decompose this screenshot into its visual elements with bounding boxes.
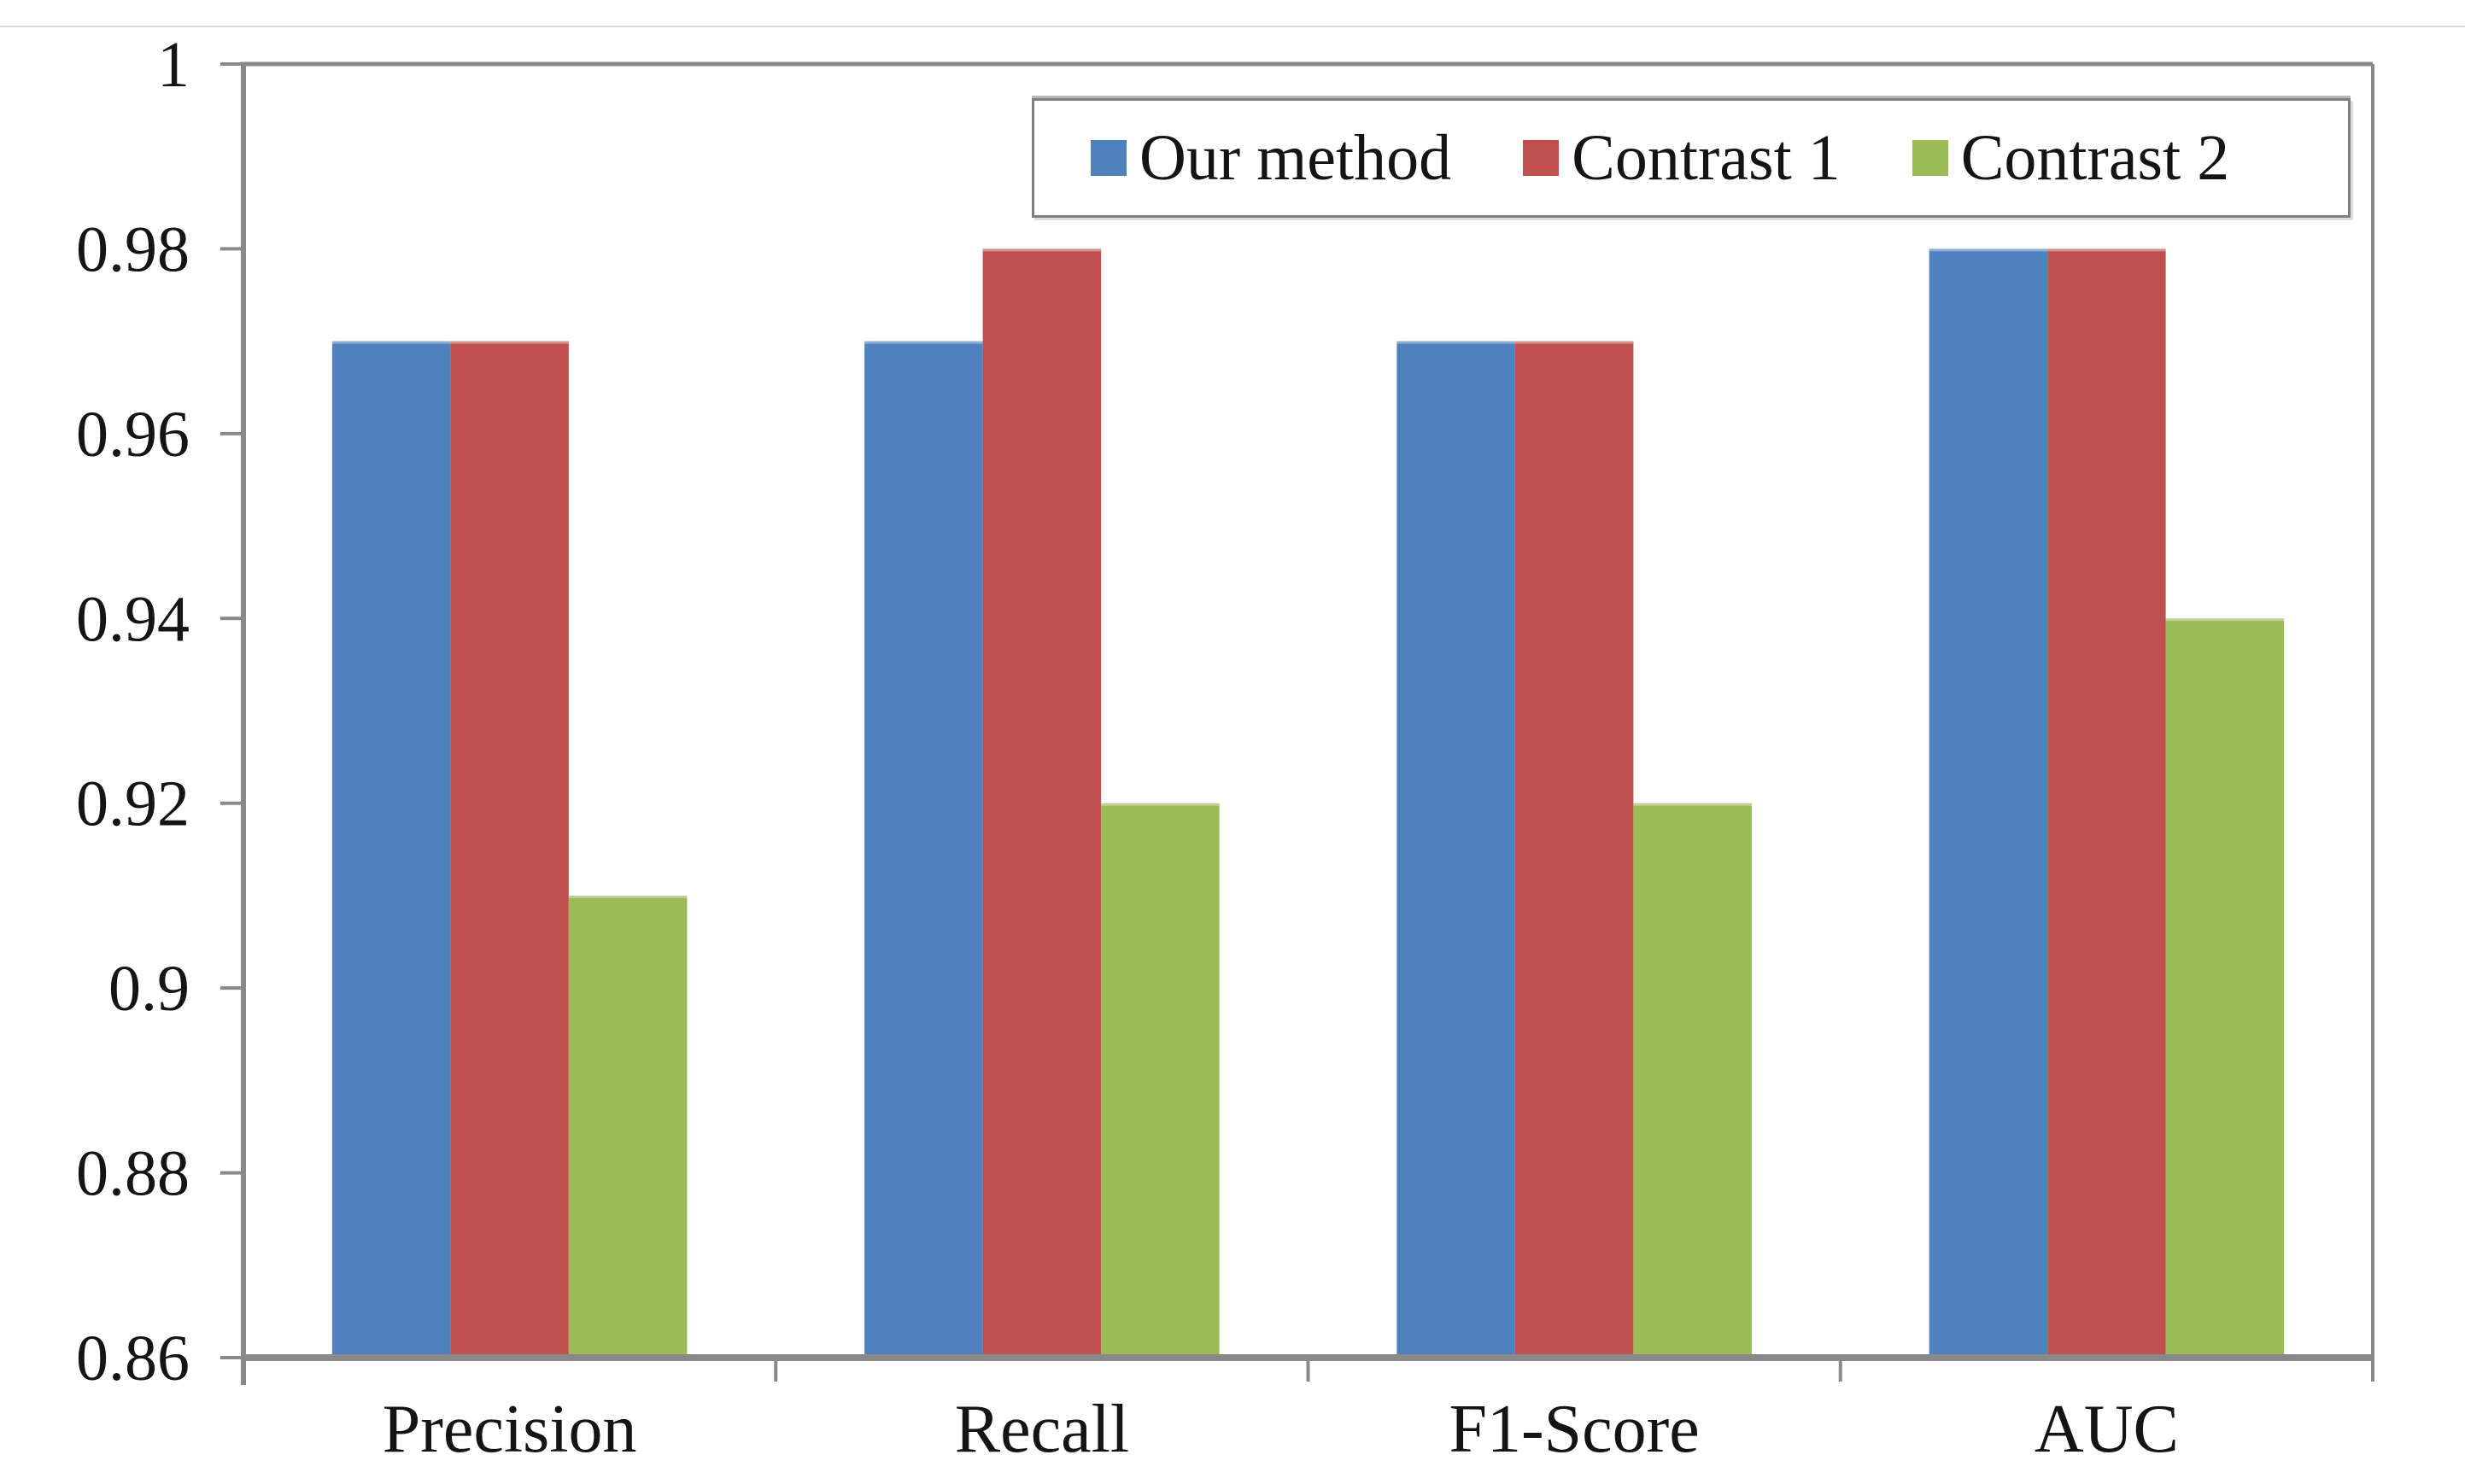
bar-our-method-recall xyxy=(864,341,983,1358)
x-category-label: AUC xyxy=(2035,1392,2179,1467)
bar-contrast-2-f1-score xyxy=(1633,803,1752,1358)
legend-swatch-icon xyxy=(1912,140,1948,176)
bar-top-highlight xyxy=(331,341,451,344)
bar-contrast-2-precision xyxy=(568,895,688,1358)
top-divider xyxy=(0,26,2465,27)
y-axis-label: 0.88 xyxy=(76,1138,190,1210)
bar-our-method-precision xyxy=(331,341,451,1358)
bar-top-highlight xyxy=(2165,618,2285,622)
y-axis-label: 0.92 xyxy=(76,768,190,840)
y-axis-label: 0.98 xyxy=(76,213,190,285)
bar-contrast-1-recall xyxy=(982,248,1102,1358)
legend-swatch-icon xyxy=(1091,140,1127,176)
bar-our-method-f1-score xyxy=(1396,341,1515,1358)
bar-top-highlight xyxy=(982,248,1102,252)
bar-top-highlight xyxy=(1514,341,1634,344)
x-category-label: Recall xyxy=(955,1392,1129,1467)
x-category-label: Precision xyxy=(383,1392,637,1467)
bar-top-highlight xyxy=(1633,803,1752,806)
y-axis-label: 1 xyxy=(157,29,190,101)
legend-item-our-method: Our method xyxy=(1091,126,1451,190)
bar-contrast-1-f1-score xyxy=(1514,341,1634,1358)
bar-top-highlight xyxy=(1929,248,2048,252)
legend-swatch-icon xyxy=(1523,140,1560,176)
bar-contrast-2-recall xyxy=(1101,803,1220,1358)
bar-contrast-1-precision xyxy=(450,341,569,1358)
bar-top-highlight xyxy=(1396,341,1515,344)
bar-top-highlight xyxy=(2047,248,2166,252)
y-axis-label: 0.86 xyxy=(76,1323,190,1394)
legend-label: Contrast 2 xyxy=(1960,122,2230,194)
y-axis-label: 0.9 xyxy=(108,953,190,1025)
legend-label: Our method xyxy=(1139,122,1452,194)
bar-top-highlight xyxy=(568,895,688,898)
legend-item-contrast-1: Contrast 1 xyxy=(1523,126,1841,190)
bar-top-highlight xyxy=(450,341,569,344)
bar-our-method-auc xyxy=(1929,248,2048,1358)
y-axis-label: 0.94 xyxy=(76,583,190,655)
legend: Our method Contrast 1 Contrast 2 xyxy=(1032,98,2351,218)
bar-top-highlight xyxy=(864,341,983,344)
x-category-label: F1-Score xyxy=(1449,1392,1699,1467)
bar-contrast-2-auc xyxy=(2165,618,2285,1358)
y-axis-label: 0.96 xyxy=(76,399,190,470)
bar-contrast-1-auc xyxy=(2047,248,2166,1358)
legend-label: Contrast 1 xyxy=(1572,122,1841,194)
bar-top-highlight xyxy=(1101,803,1220,806)
legend-item-contrast-2: Contrast 2 xyxy=(1912,122,2230,194)
